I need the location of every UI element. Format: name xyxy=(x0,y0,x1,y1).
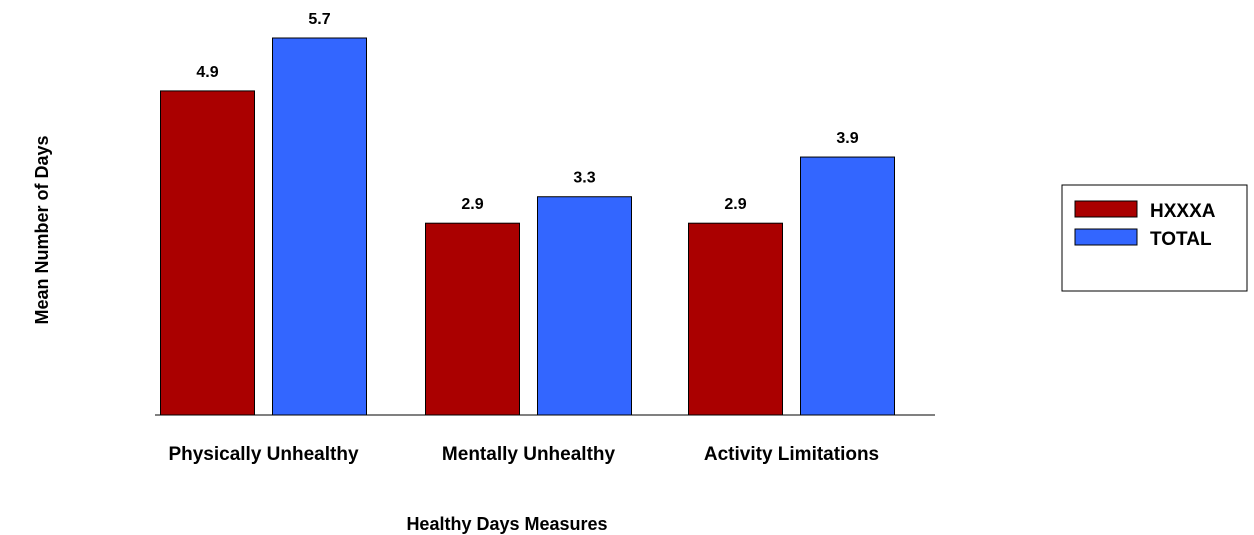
bar-hxxxa-mentally-unhealthy xyxy=(425,222,520,416)
data-label-total-mentally-unhealthy: 3.3 xyxy=(573,170,595,187)
legend-swatch-hxxxa xyxy=(1074,200,1138,218)
legend-label-hxxxa: HXXXA xyxy=(1150,201,1216,222)
bar-total-physically-unhealthy xyxy=(272,37,367,416)
data-label-hxxxa-activity-limitations: 2.9 xyxy=(724,196,746,213)
data-label-total-physically-unhealthy: 5.7 xyxy=(308,11,330,28)
x-axis-title: Healthy Days Measures xyxy=(406,514,607,534)
y-axis-title: Mean Number of Days xyxy=(32,135,52,324)
data-label-hxxxa-mentally-unhealthy: 2.9 xyxy=(461,196,483,213)
bars-layer xyxy=(160,37,895,416)
bar-hxxxa-activity-limitations xyxy=(688,222,783,416)
data-label-total-activity-limitations: 3.9 xyxy=(836,130,858,147)
category-label-activity-limitations: Activity Limitations xyxy=(704,444,879,465)
category-labels-layer: Physically Unhealthy Mentally Unhealthy Ac… xyxy=(168,444,879,465)
legend-label-total: TOTAL xyxy=(1150,229,1212,250)
legend-swatch-total xyxy=(1074,228,1138,246)
data-labels-layer: 4.9 5.7 2.9 3.3 2.9 3.9 xyxy=(196,11,858,213)
data-label-hxxxa-physically-unhealthy: 4.9 xyxy=(196,64,218,81)
bar-hxxxa-physically-unhealthy xyxy=(160,90,255,416)
bar-total-activity-limitations xyxy=(800,156,895,416)
legend: HXXXA TOTAL xyxy=(1061,184,1248,292)
bar-total-mentally-unhealthy xyxy=(537,196,632,416)
category-label-mentally-unhealthy: Mentally Unhealthy xyxy=(442,444,616,465)
category-label-physically-unhealthy: Physically Unhealthy xyxy=(168,444,359,465)
